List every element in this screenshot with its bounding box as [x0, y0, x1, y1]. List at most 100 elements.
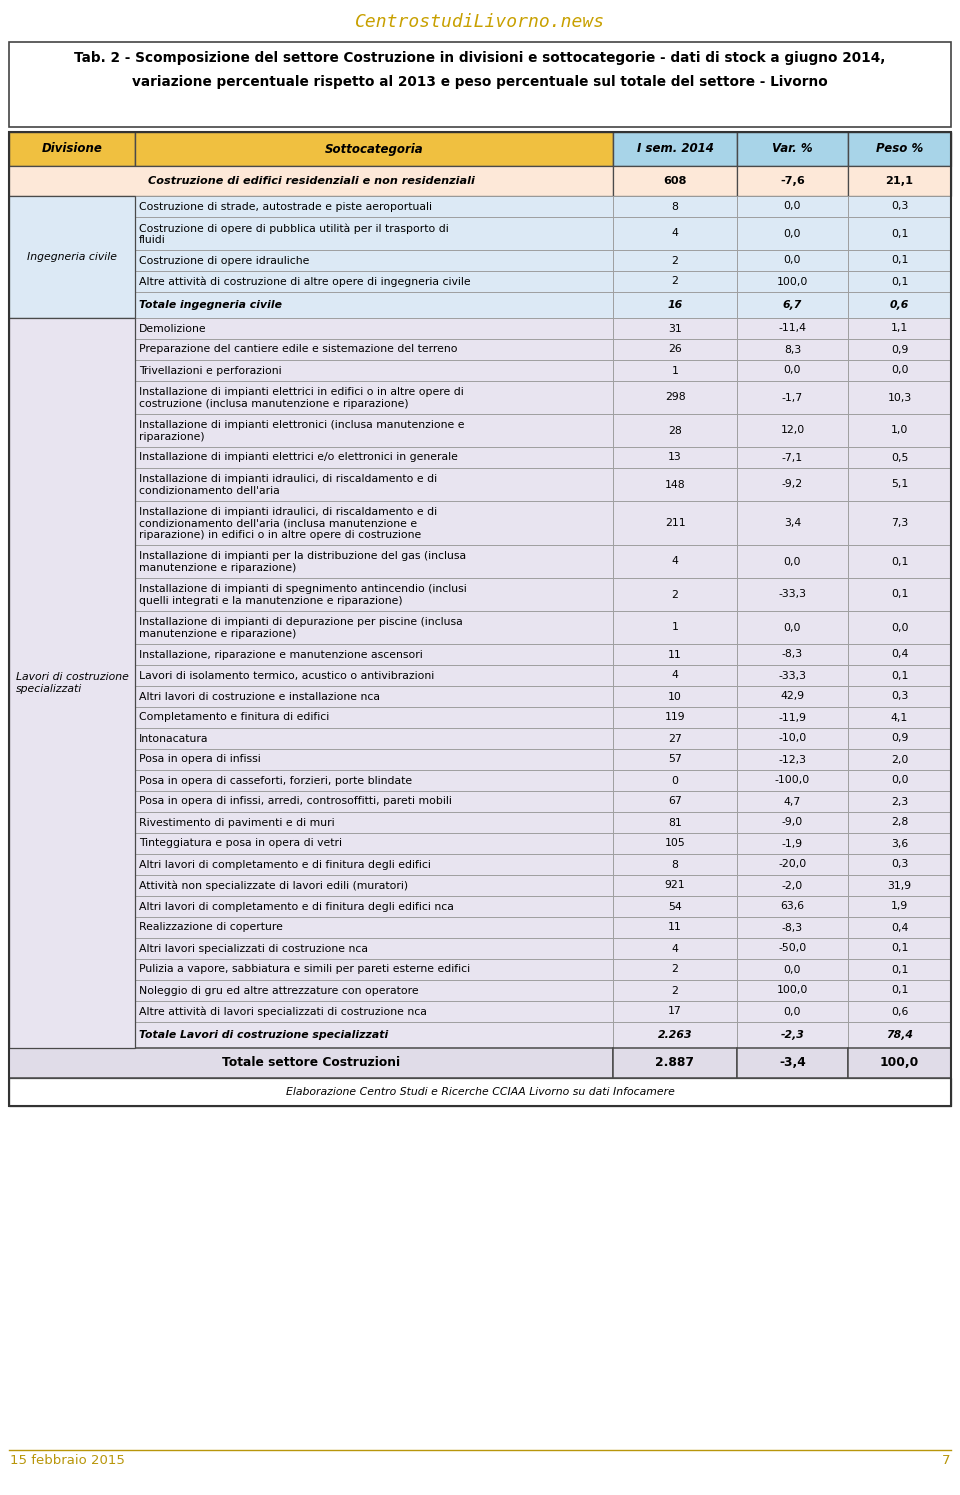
Text: -50,0: -50,0 [779, 943, 806, 954]
Bar [135, 501, 613, 546]
Bar [9, 1048, 613, 1078]
Bar [613, 916, 737, 937]
Text: -9,2: -9,2 [782, 480, 804, 489]
Text: 17: 17 [668, 1006, 682, 1017]
Bar [848, 360, 951, 381]
Text: -2,0: -2,0 [781, 881, 804, 891]
Text: 0,0: 0,0 [783, 556, 802, 567]
Bar [613, 812, 737, 833]
Bar [848, 937, 951, 958]
Bar [737, 916, 848, 937]
Text: 4: 4 [672, 229, 679, 239]
Bar [9, 132, 951, 1106]
Text: Costruzione di opere idrauliche: Costruzione di opere idrauliche [139, 256, 309, 266]
Bar [135, 791, 613, 812]
Bar [737, 833, 848, 854]
Bar [613, 381, 737, 414]
Text: 4,1: 4,1 [891, 713, 908, 722]
Bar [135, 381, 613, 414]
Text: 4: 4 [672, 943, 679, 954]
Bar [737, 447, 848, 468]
Text: Installazione di impianti per la distribuzione del gas (inclusa
manutenzione e r: Installazione di impianti per la distrib… [139, 552, 467, 573]
Bar [737, 958, 848, 981]
Text: 2.263: 2.263 [658, 1030, 692, 1041]
Text: 78,4: 78,4 [886, 1030, 913, 1041]
Bar [848, 1002, 951, 1023]
Bar [613, 217, 737, 250]
Bar [737, 579, 848, 611]
Bar [135, 854, 613, 875]
Text: Costruzione di strade, autostrade e piste aeroportuali: Costruzione di strade, autostrade e pist… [139, 202, 432, 211]
Text: 7: 7 [942, 1455, 950, 1467]
Bar [613, 1002, 737, 1023]
Text: Trivellazioni e perforazioni: Trivellazioni e perforazioni [139, 365, 281, 375]
Bar [737, 196, 848, 217]
Bar [135, 916, 613, 937]
Bar [737, 875, 848, 896]
Bar [613, 1048, 737, 1078]
Bar [737, 981, 848, 1002]
Text: 4,7: 4,7 [784, 797, 802, 806]
Bar [613, 360, 737, 381]
Bar [737, 360, 848, 381]
Bar [613, 339, 737, 360]
Bar [135, 217, 613, 250]
Bar [737, 686, 848, 707]
Bar [135, 981, 613, 1002]
Bar [848, 447, 951, 468]
Text: Altri lavori di costruzione e installazione nca: Altri lavori di costruzione e installazi… [139, 692, 380, 701]
Bar [135, 665, 613, 686]
Text: -11,9: -11,9 [779, 713, 806, 722]
Text: Totale Lavori di costruzione specializzati: Totale Lavori di costruzione specializza… [139, 1030, 388, 1041]
Text: 2.887: 2.887 [656, 1057, 694, 1069]
Text: 0,0: 0,0 [783, 229, 802, 239]
Text: Pulizia a vapore, sabbiatura e simili per pareti esterne edifici: Pulizia a vapore, sabbiatura e simili pe… [139, 964, 470, 975]
Bar [848, 250, 951, 271]
Text: Realizzazione di coperture: Realizzazione di coperture [139, 922, 283, 933]
Text: 0,4: 0,4 [891, 922, 908, 933]
Bar [135, 196, 613, 217]
Bar [613, 318, 737, 339]
Text: 1,9: 1,9 [891, 901, 908, 912]
Text: 11: 11 [668, 649, 682, 659]
Text: Totale settore Costruzioni: Totale settore Costruzioni [222, 1057, 400, 1069]
Bar [9, 42, 951, 127]
Text: 0,1: 0,1 [891, 277, 908, 287]
Bar [848, 791, 951, 812]
Text: 15 febbraio 2015: 15 febbraio 2015 [10, 1455, 125, 1467]
Bar [613, 414, 737, 447]
Bar [848, 875, 951, 896]
Bar [737, 749, 848, 770]
Text: -20,0: -20,0 [779, 860, 806, 870]
Bar [737, 644, 848, 665]
Text: Installazione di impianti di depurazione per piscine (inclusa
manutenzione e rip: Installazione di impianti di depurazione… [139, 617, 463, 638]
Bar [848, 196, 951, 217]
Bar [737, 292, 848, 318]
Text: 0: 0 [671, 776, 679, 785]
Text: 1,1: 1,1 [891, 323, 908, 333]
Bar [848, 728, 951, 749]
Bar [848, 579, 951, 611]
Text: -3,4: -3,4 [780, 1057, 805, 1069]
Bar [9, 318, 135, 1048]
Bar [613, 937, 737, 958]
Bar [737, 896, 848, 916]
Bar [613, 981, 737, 1002]
Bar [613, 728, 737, 749]
Text: 0,3: 0,3 [891, 860, 908, 870]
Text: CentrostudiLivorno.news: CentrostudiLivorno.news [355, 13, 605, 31]
Bar [135, 812, 613, 833]
Text: 0,0: 0,0 [783, 964, 802, 975]
Bar [135, 414, 613, 447]
Bar [737, 1048, 848, 1078]
Bar [848, 854, 951, 875]
Bar [135, 546, 613, 579]
Bar [613, 854, 737, 875]
Text: 2: 2 [672, 964, 679, 975]
Text: 2: 2 [672, 277, 679, 287]
Bar [737, 937, 848, 958]
Text: -100,0: -100,0 [775, 776, 810, 785]
Text: 8,3: 8,3 [784, 344, 802, 354]
Bar [848, 916, 951, 937]
Text: 13: 13 [668, 453, 682, 462]
